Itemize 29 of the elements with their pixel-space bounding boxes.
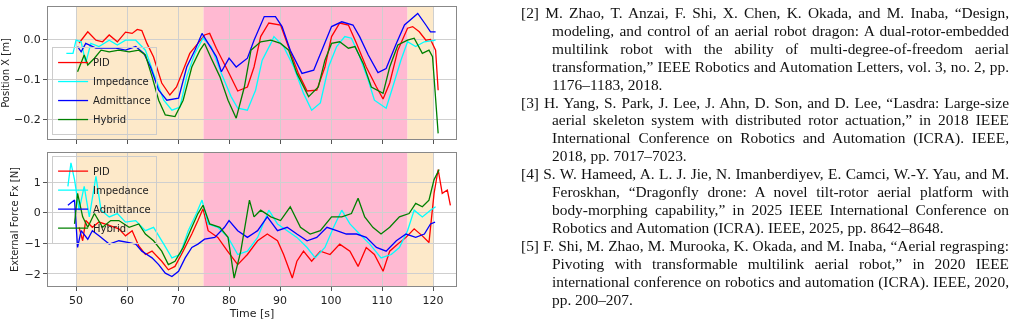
legend-label: Impedance [93,76,149,88]
x-tick-label: 50 [69,294,84,308]
x-tick-label: 90 [273,294,288,308]
y-axis-title: Position X [m] [0,38,11,108]
legend-label: PID [93,57,111,69]
text: [5] F. Shi, M. Zhao, M. Murooka, K. Okada, and M. Inaba, “Aerial regrasping: Pivoting with transformable multilink aerial robot,” in 2020 IEEE international conference on robotics and automation (ICRA). IEEE, 2020, pp. 200–207. [521,236,1009,309]
x-tick-label: 80 [222,294,237,308]
y-tick-label: 0 [33,206,41,220]
y-tick-label: 1 [33,175,41,189]
line-series [65,35,437,111]
x-tick-label: 70 [171,294,186,308]
text: [3] H. Yang, S. Park, J. Lee, J. Ahn, D. Son, and D. Lee, “Lasdra: Large-size aerial skeleton system with distributed rotor actuation,” in 2018 IEEE International Conference on Robotics and Automation (ICRA). IEEE, 2018, pp. 7017–7023. [521,93,1009,166]
x-tick-label: 120 [422,294,444,308]
y-tick-label: −0.2 [14,112,41,126]
legend-label: Hybrid [93,114,127,126]
x-tick-label: 110 [371,294,393,308]
line-series [76,37,439,135]
legend-label: PID [93,166,111,178]
y-tick-label: 0.0 [23,32,41,46]
text: [2] M. Zhao, T. Anzai, F. Shi, X. Chen, K. Okada, and M. Inaba, “Design, modeling, and control of an aerial robot dragon: A dual-rotor-embedded multilink robot with the ability of multi-degree-of-freedom aerial transformation,” IEEE Robotics and Automation Letters, vol. 3, no. 2, pp. 1176–1183, 2018. [521,4,1009,94]
text: [4] S. W. Hameed, A. L. J. Jie, N. Imanberdiyev, E. Camci, W.-Y. Yau, and M. Feroskhan, “Dragonfly drone: A novel tilt-rotor aerial platform with body-morphing capability,” in 2025 IEEE International Conference on Robotics and Automation (ICRA). IEEE, 2025, pp. 8642–8648. [521,165,1009,237]
y-tick-label: −1 [24,237,41,251]
x-axis-title: Time [s] [228,307,275,321]
y-tick-label: −0.1 [14,72,41,86]
x-tick-label: 100 [320,294,342,308]
y-axis-title: External Force Fx [N] [8,166,20,273]
y-tick-label: −2 [24,267,41,281]
legend-label: Admittance [93,95,151,107]
x-tick-label: 60 [120,294,135,308]
